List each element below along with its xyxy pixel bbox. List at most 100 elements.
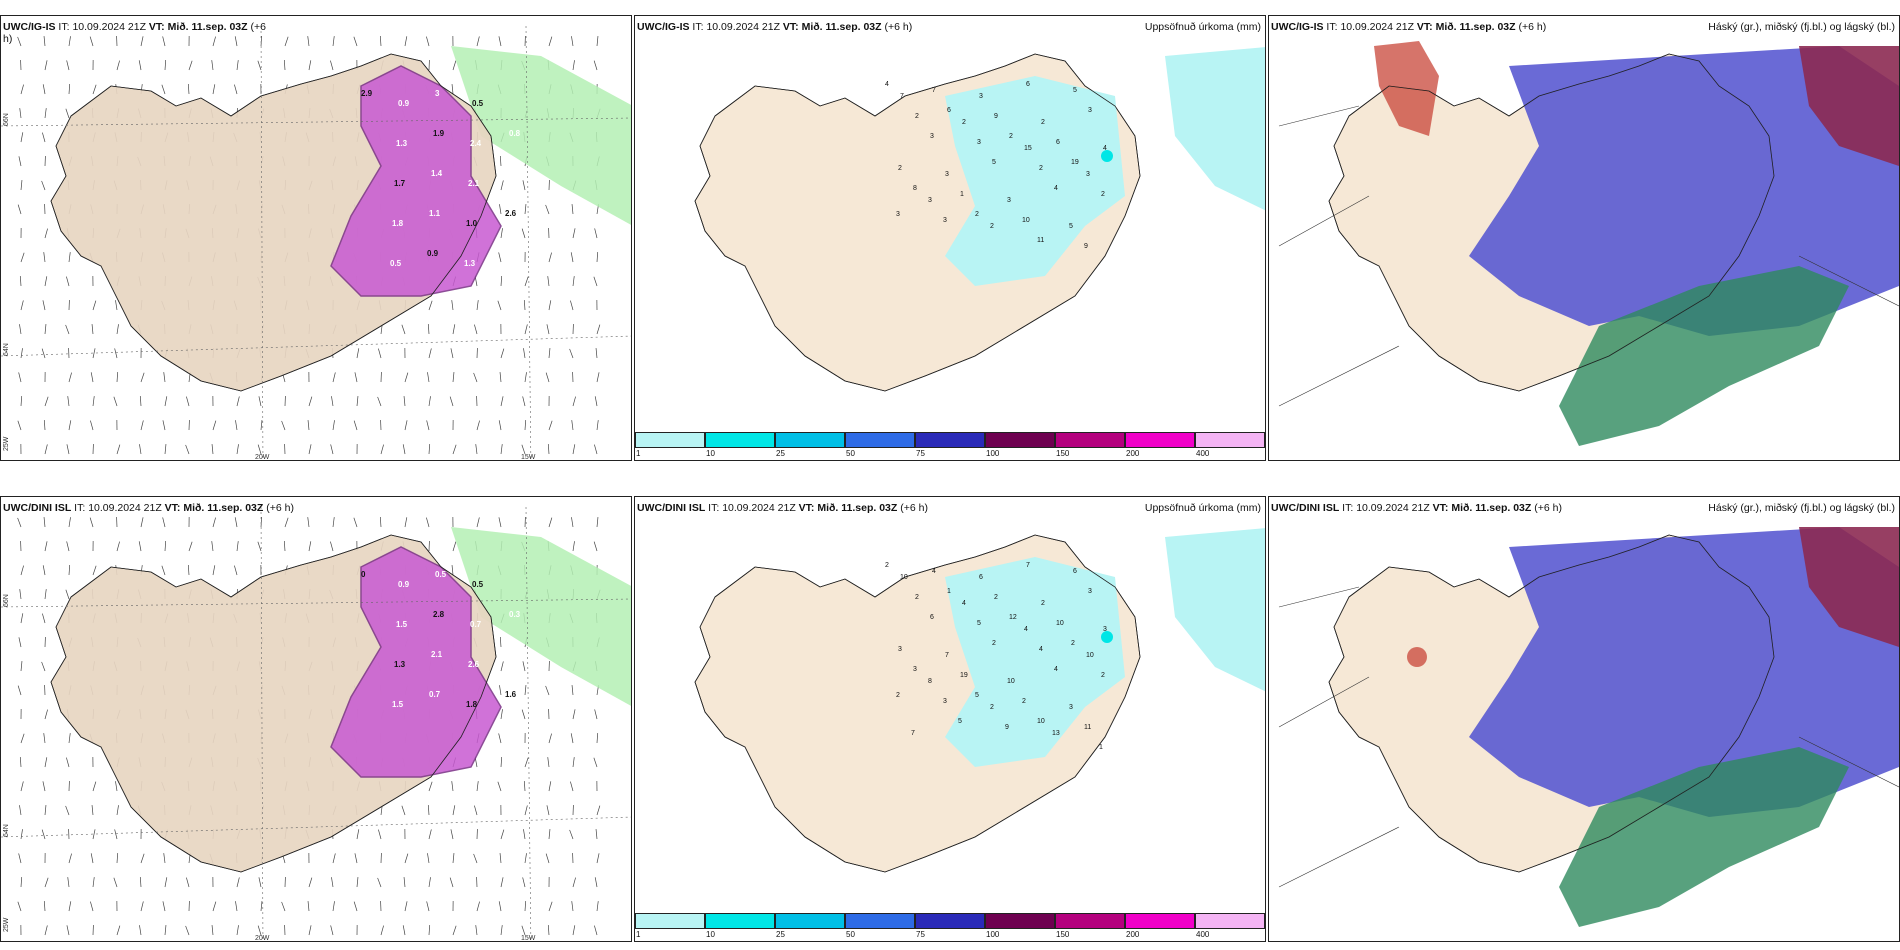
precip-value: 3 xyxy=(977,139,981,146)
precip-value: 6 xyxy=(930,614,934,621)
colorbar-tick-label: 100 xyxy=(986,930,1000,939)
title-it-label: IT: xyxy=(74,502,86,514)
title-it-value: 10.09.2024 21Z xyxy=(1340,21,1414,33)
axis-label-lon1: 20W xyxy=(255,454,270,461)
colorbar-swatch xyxy=(705,432,775,448)
precip-value: 5 xyxy=(958,718,962,725)
precip-value: 9 xyxy=(994,113,998,120)
precip-value: 1.9 xyxy=(433,129,445,138)
precip-value: 2 xyxy=(898,165,902,172)
precip-value: 8 xyxy=(928,678,932,685)
title-vt-value: Mið. 11.sep. 03Z xyxy=(1435,21,1516,33)
map-canvas: 2467610122324121036542372410319104285232… xyxy=(694,528,1265,873)
colorbar-swatch xyxy=(635,432,705,448)
precip-value: 0.9 xyxy=(507,169,519,178)
map-panel-p5: 2 4 6 7 6 10 1 2 2 3 2 4 12 10 3 6 5 4 2 3 7 2 4 10 3 19 10 4 2 8 5 2 3 2… xyxy=(634,496,1266,942)
title-lead-continued: h) xyxy=(3,33,13,45)
precip-value: 1.5 xyxy=(396,620,408,629)
colorbar-tick-label: 10 xyxy=(706,449,715,458)
precip-value: 7 xyxy=(932,87,936,94)
map-canvas: 2.9 0.9 3 0.5 0.8 1.3 1.9 2.4 0.9 1.7 1.4 2.1 2.6 1.8… xyxy=(1,25,631,460)
precip-value: 3 xyxy=(1069,704,1073,711)
precip-value: 2 xyxy=(990,223,994,230)
colorbar-swatch xyxy=(1195,913,1265,929)
precip-value: 11 xyxy=(1084,724,1091,731)
precip-value: 3 xyxy=(979,93,983,100)
colorbar-tick-label: 400 xyxy=(1196,449,1210,458)
precip-value: 2 xyxy=(994,594,998,601)
precip-value: 2 xyxy=(915,594,919,601)
colorbar-tick-label: 1 xyxy=(636,930,641,939)
precip-value: 10 xyxy=(1022,217,1030,224)
precip-value: 15 xyxy=(1024,145,1032,152)
title-vt-label: VT: xyxy=(1432,502,1449,514)
precip-value: 2.8 xyxy=(433,610,445,619)
precip-purple-area xyxy=(330,65,502,297)
colorbar-swatch xyxy=(775,432,845,448)
precip-value: 2 xyxy=(915,113,919,120)
title-model: UWC/DINI ISL xyxy=(637,502,706,514)
colorbar-swatch xyxy=(845,432,915,448)
title-vt-label: VT: xyxy=(164,502,181,514)
colorbar-swatch xyxy=(845,913,915,929)
title-vt-label: VT: xyxy=(782,21,799,33)
title-it-value: 10.09.2024 21Z xyxy=(1356,502,1430,514)
axis-label-lat1: 66N xyxy=(3,594,10,607)
precip-value: 0.9 xyxy=(427,249,439,258)
precip-value: 19 xyxy=(1071,159,1079,166)
colorbar-tick-label: 10 xyxy=(706,930,715,939)
colorbar-swatch xyxy=(705,913,775,929)
precip-value: 2 xyxy=(1041,119,1045,126)
precip-value: 10 xyxy=(1056,620,1064,627)
precip-value: 6 xyxy=(1073,568,1077,575)
colorbar-tick-label: 25 xyxy=(776,449,785,458)
field-title: Háský (gr.), miðský (fj.bl.) og lágský (… xyxy=(1708,502,1895,514)
colorbar-swatch xyxy=(635,913,705,929)
precip-green-area xyxy=(451,46,631,225)
precip-value: 7 xyxy=(900,93,904,100)
colorbar-tick-label: 75 xyxy=(916,449,925,458)
colorbar-swatch xyxy=(1125,432,1195,448)
title-vt-value: Mið. 11.sep. 03Z xyxy=(167,21,248,33)
colorbar-tick-label: 75 xyxy=(916,930,925,939)
precip-value: 5 xyxy=(992,159,996,166)
cloud-field-mid xyxy=(1559,266,1849,446)
title-lead: (+6 h) xyxy=(1518,21,1547,33)
precip-value: 7 xyxy=(945,652,949,659)
precip-value: 1 xyxy=(947,588,951,595)
precip-value: 2 xyxy=(1101,191,1105,198)
precip-value: 9 xyxy=(1084,243,1088,250)
precip-value: 2.1 xyxy=(468,179,480,188)
precip-value: 11 xyxy=(1037,237,1044,244)
precip-value: 19 xyxy=(960,672,968,679)
precip-value: 3 xyxy=(896,211,900,218)
axis-label-lon2: 15W xyxy=(521,454,536,461)
colorbar-tick-label: 1 xyxy=(636,449,641,458)
precip-value: 3 xyxy=(945,171,949,178)
title-it-value: 10.09.2024 21Z xyxy=(72,21,146,33)
precip-value: 6 xyxy=(1056,139,1060,146)
precip-value: 1.5 xyxy=(392,700,404,709)
title-vt-label: VT: xyxy=(1416,21,1433,33)
panel-title: UWC/IG-IS IT: 10.09.2024 21Z VT: Mið. 11… xyxy=(1271,21,1546,33)
map-panel-p2: 4 7 3 6 5 7 6 9 2 3 2 2 2 6 4 3 3 15 19 2 3 5 2 3 8 1 3 4 2 3 2 10 5 3 3 2 1… xyxy=(634,15,1266,461)
axis-label-lat2: 64N xyxy=(3,343,10,356)
precip-value: 3 xyxy=(930,133,934,140)
precip-value: 0.7 xyxy=(429,690,441,699)
title-lead: (+6 h) xyxy=(900,502,928,514)
title-model: UWC/DINI ISL xyxy=(3,502,72,514)
precip-value: 10 xyxy=(1007,678,1015,685)
precip-value: 1.6 xyxy=(505,690,517,699)
precip-value: 2 xyxy=(962,119,966,126)
precip-value: 13 xyxy=(1052,730,1060,737)
colorbar-swatch xyxy=(915,432,985,448)
axis-label-lon1: 20W xyxy=(255,935,270,942)
precip-value: 2.9 xyxy=(507,650,519,659)
precip-value: 4 xyxy=(885,81,889,88)
title-lead: (+6 h) xyxy=(1534,502,1562,514)
precip-value: 1.7 xyxy=(394,179,406,188)
colorbar-swatch xyxy=(915,913,985,929)
precip-value: 5 xyxy=(1073,87,1077,94)
precip-value: 5 xyxy=(1069,223,1073,230)
precip-value: 3 xyxy=(435,89,440,98)
